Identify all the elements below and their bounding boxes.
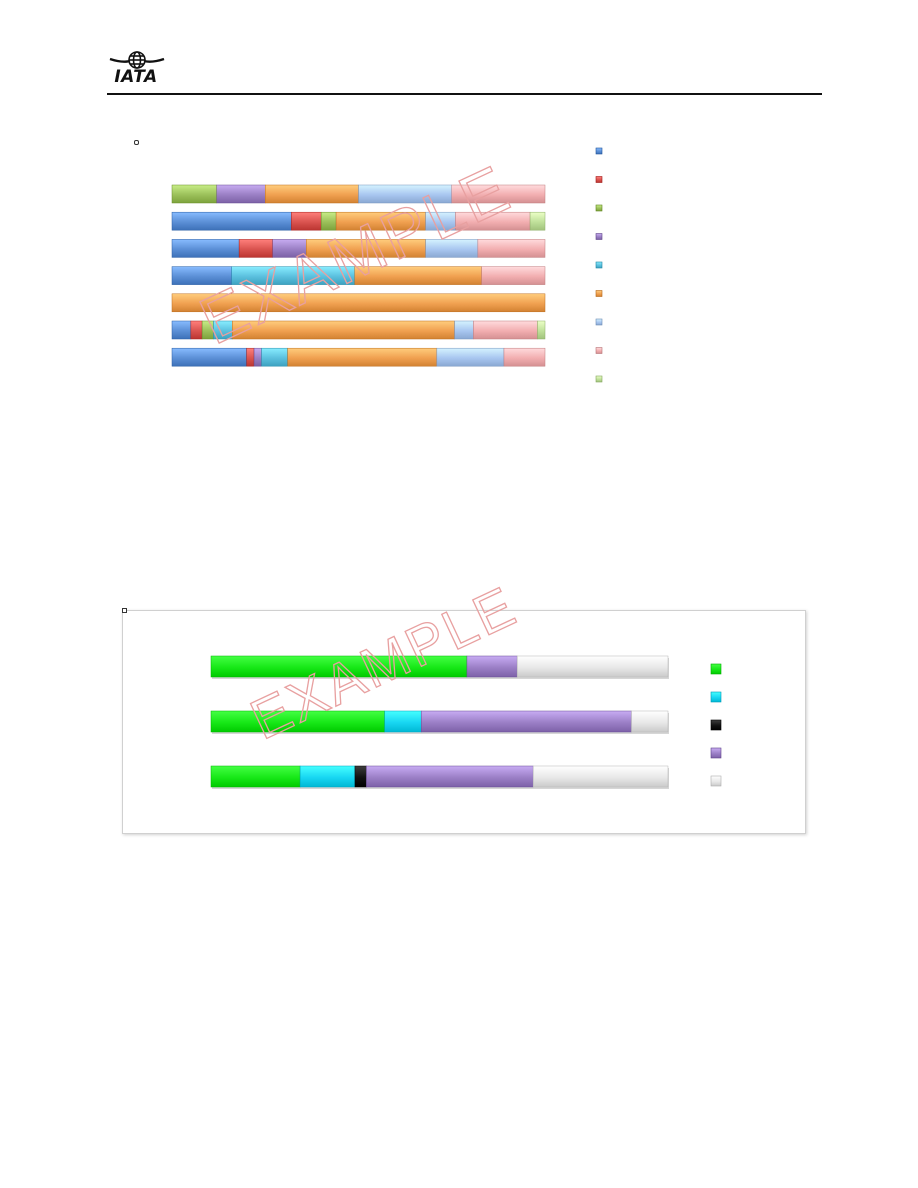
c1-bar-r2-s7	[477, 239, 546, 258]
c1-bar-r1-s1	[291, 211, 322, 231]
c1-bar-r1-s6	[425, 211, 456, 231]
header-rule	[107, 93, 822, 95]
c1-bar-r6-s5	[287, 347, 438, 367]
c1-bar-r6-s0	[171, 347, 247, 367]
c1-bar-r2-s6	[425, 239, 479, 258]
c1-legend-marker-5	[595, 290, 603, 297]
c1-bar-r3-s7	[481, 266, 546, 285]
c1-bar-r5-s0	[171, 320, 192, 340]
c1-bar-r6-s1	[246, 347, 255, 367]
c1-bar-r1-s7	[455, 211, 531, 231]
c1-bar-r2-s3	[272, 239, 307, 258]
c1-bar-r1-s2	[320, 211, 337, 231]
c1-bar-r0-s7	[451, 184, 546, 204]
c1-bar-r3-s4	[231, 266, 356, 285]
iata-globe-icon	[109, 51, 165, 69]
chart1-anchor	[134, 140, 139, 145]
c1-bar-r3-s0	[171, 266, 232, 285]
c1-bar-r5-s8	[537, 320, 546, 340]
c1-bar-r4-s5	[171, 293, 546, 313]
c1-bar-r5-s5	[232, 320, 455, 340]
c1-legend-marker-0	[595, 147, 603, 155]
c1-bar-r2-s5	[306, 239, 426, 258]
chart2-frame	[122, 610, 806, 834]
c1-bar-r6-s3	[253, 347, 262, 367]
c1-legend-marker-2	[595, 204, 603, 212]
c1-legend-marker-4	[595, 261, 603, 269]
chart2-anchor	[122, 608, 127, 613]
c1-legend-marker-6	[595, 318, 603, 326]
c1-bar-r1-s5	[335, 211, 426, 231]
c1-bar-r6-s4	[261, 347, 288, 367]
c1-legend-marker-1	[595, 176, 603, 183]
stacked-bar-chart-1	[171, 147, 603, 383]
c1-bar-r0-s2	[171, 184, 218, 204]
c1-bar-r5-s4	[213, 320, 233, 340]
c1-bar-r5-s1	[190, 320, 203, 340]
c1-bar-r5-s7	[473, 320, 538, 340]
c1-bar-r2-s1	[238, 239, 273, 258]
c1-bar-r0-s3	[216, 184, 266, 204]
c1-bar-r6-s7	[503, 347, 546, 367]
c1-legend-marker-7	[595, 347, 603, 354]
c1-bar-r0-s6	[358, 184, 452, 204]
c1-bar-r1-s0	[171, 211, 292, 231]
c1-bar-r6-s6	[436, 347, 505, 367]
c1-bar-r3-s5	[354, 266, 482, 285]
c1-bar-r5-s6	[454, 320, 474, 340]
c1-bar-r5-s2	[201, 320, 214, 340]
c1-legend-marker-8	[595, 375, 603, 383]
c1-bar-r2-s0	[171, 239, 240, 258]
c1-bar-r0-s5	[265, 184, 359, 204]
iata-logo-text: IATA	[114, 67, 158, 87]
c1-bar-r1-s8	[529, 211, 546, 231]
c1-legend-marker-3	[595, 233, 603, 240]
